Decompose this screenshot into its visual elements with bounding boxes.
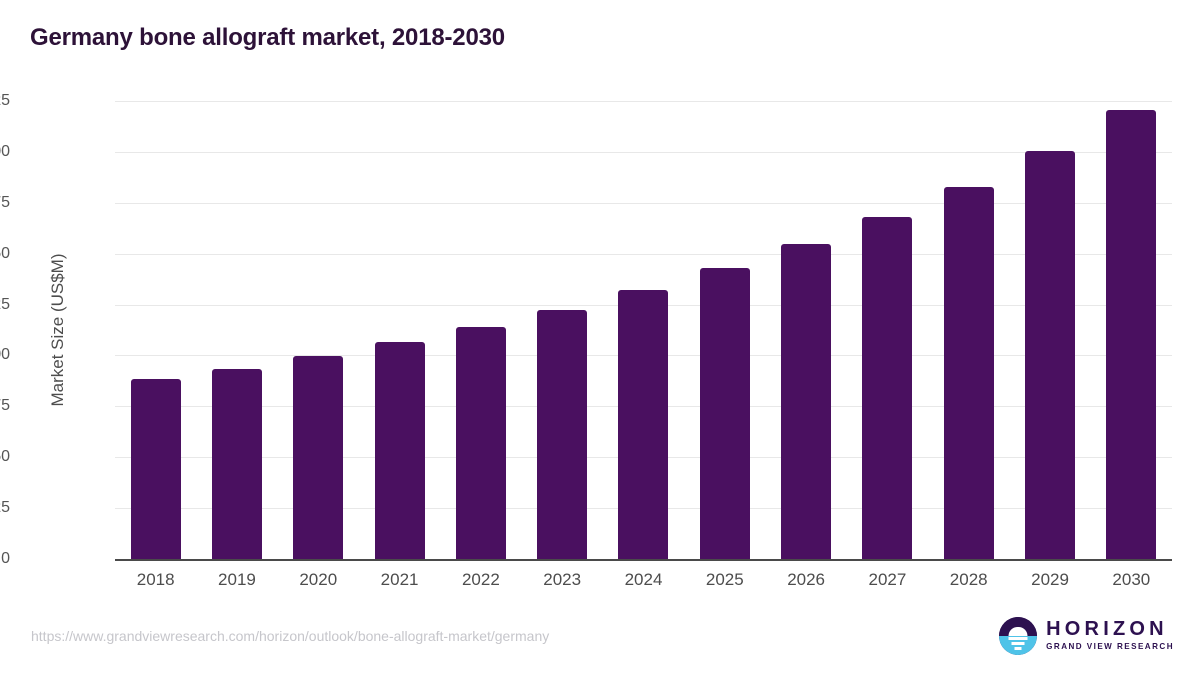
logo-ray-3: [1014, 647, 1022, 650]
y-axis-title: Market Size (US$M): [48, 253, 67, 407]
bar-slot: [603, 101, 684, 559]
page-title: Germany bone allograft market, 2018-2030: [30, 24, 505, 51]
bar-2026[interactable]: [781, 243, 832, 559]
bar-slot: [1009, 101, 1090, 559]
bar-2020[interactable]: [293, 356, 344, 559]
x-axis-tick-label: 2026: [787, 570, 826, 589]
logo-sun-dome: [1008, 626, 1028, 637]
bar-2018[interactable]: [130, 378, 181, 559]
y-axis-tick-label: 0: [1, 550, 10, 567]
bar-slot: [684, 101, 765, 559]
logo-wordmark: HORIZON GRAND VIEW RESEARCH: [1046, 619, 1174, 653]
x-axis-tick-label: 2023: [543, 570, 582, 589]
bar-slot: [1091, 101, 1172, 559]
bar-slot: [359, 101, 440, 559]
y-axis-tick-label: 50: [0, 448, 10, 466]
logo-ray-1: [1008, 637, 1028, 640]
gridline: [115, 253, 1172, 255]
bar-2030[interactable]: [1106, 110, 1157, 559]
bar-2028[interactable]: [943, 186, 994, 559]
bar-2024[interactable]: [618, 290, 669, 559]
bar-2025[interactable]: [699, 267, 750, 559]
bar-2022[interactable]: [455, 326, 506, 559]
x-axis-tick-label: 2027: [868, 570, 907, 589]
bar-2027[interactable]: [862, 217, 913, 559]
gridline: [115, 202, 1172, 204]
bar-series: [115, 101, 1172, 559]
bar-2019[interactable]: [211, 368, 262, 559]
bar-slot: [278, 101, 359, 559]
x-axis-tick-label: 2030: [1112, 570, 1151, 589]
y-axis-tick-label: 225: [0, 92, 10, 109]
bar-2023[interactable]: [537, 309, 588, 559]
gridline: [115, 151, 1172, 153]
gridline: [115, 101, 1172, 102]
y-axis-tick-label: 150: [0, 244, 10, 262]
x-axis-tick-label: 2024: [624, 570, 663, 589]
bar-2029[interactable]: [1025, 150, 1076, 559]
source-url[interactable]: https://www.grandviewresearch.com/horizo…: [31, 628, 550, 644]
bar-slot: [115, 101, 196, 559]
logo-sea: [999, 636, 1038, 655]
y-axis-tick-label: 100: [0, 346, 10, 364]
bar-slot: [847, 101, 928, 559]
y-axis-tick-label: 75: [0, 397, 10, 415]
bar-slot: [440, 101, 521, 559]
y-axis-tick-label: 125: [0, 295, 10, 313]
bar-slot: [765, 101, 846, 559]
bar-slot: [522, 101, 603, 559]
bar-slot: [196, 101, 277, 559]
x-axis-tick-label: 2022: [461, 570, 500, 589]
y-axis-tick-label: 175: [0, 193, 10, 211]
x-axis-tick-label: 2018: [136, 570, 175, 589]
x-axis-tick-label: 2021: [380, 570, 419, 589]
bar-2021[interactable]: [374, 342, 425, 559]
x-axis-tick-label: 2019: [218, 570, 256, 589]
x-axis-tick-label: 2025: [705, 570, 744, 589]
y-axis-tick-label: 200: [0, 142, 10, 160]
x-axis-tick-label: 2028: [949, 570, 988, 589]
x-axis-tick-label: 2020: [299, 570, 338, 589]
logo-tagline: GRAND VIEW RESEARCH: [1046, 642, 1174, 652]
horizon-sun-circle-icon: [999, 617, 1038, 655]
logo-name: HORIZON: [1046, 618, 1168, 641]
y-axis-tick-label: 25: [0, 499, 10, 517]
x-axis-tick-label: 2029: [1031, 570, 1069, 589]
bar-slot: [928, 101, 1009, 559]
brand-logo[interactable]: HORIZON GRAND VIEW RESEARCH: [999, 617, 1174, 655]
x-axis-line: [115, 559, 1172, 561]
logo-ray-2: [1011, 642, 1025, 645]
